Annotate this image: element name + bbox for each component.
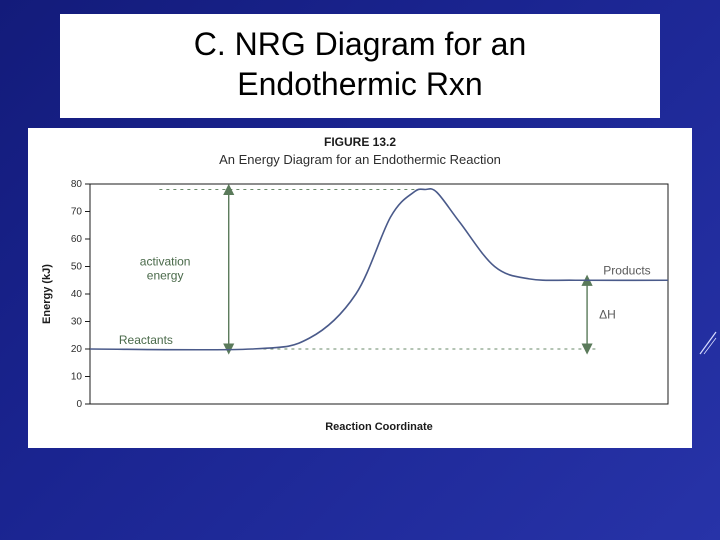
y-tick-label: 40 bbox=[71, 289, 83, 300]
x-axis-label: Reaction Coordinate bbox=[325, 421, 433, 433]
y-tick-label: 60 bbox=[71, 234, 83, 245]
slide-root: C. NRG Diagram for an Endothermic Rxn FI… bbox=[0, 0, 720, 540]
y-tick-label: 50 bbox=[71, 262, 83, 273]
activation-energy-label: energy bbox=[147, 268, 184, 282]
chart-wrap: FIGURE 13.2 An Energy Diagram for an Endo… bbox=[34, 132, 686, 442]
y-tick-label: 20 bbox=[71, 344, 83, 355]
y-tick-label: 0 bbox=[76, 399, 82, 410]
figure-panel: FIGURE 13.2 An Energy Diagram for an Endo… bbox=[28, 128, 692, 448]
decorative-stroke bbox=[698, 330, 718, 356]
y-tick-label: 30 bbox=[71, 317, 83, 328]
title-line-2: Endothermic Rxn bbox=[237, 66, 482, 102]
delta-h-label: ΔH bbox=[599, 308, 616, 322]
plot-border bbox=[90, 184, 668, 404]
energy-diagram-chart: FIGURE 13.2 An Energy Diagram for an Endo… bbox=[34, 132, 686, 442]
figure-number: FIGURE 13.2 bbox=[324, 135, 396, 149]
y-tick-label: 10 bbox=[71, 372, 83, 383]
title-line-1: C. NRG Diagram for an bbox=[194, 26, 527, 62]
y-tick-label: 80 bbox=[71, 179, 83, 190]
activation-energy-label: activation bbox=[140, 254, 191, 268]
y-tick-label: 70 bbox=[71, 207, 83, 218]
products-label: Products bbox=[603, 263, 650, 277]
y-axis-label: Energy (kJ) bbox=[41, 264, 53, 324]
slide-title-block: C. NRG Diagram for an Endothermic Rxn bbox=[60, 14, 660, 118]
slide-title: C. NRG Diagram for an Endothermic Rxn bbox=[80, 24, 640, 104]
figure-caption: An Energy Diagram for an Endothermic Rea… bbox=[219, 152, 501, 167]
reactants-label: Reactants bbox=[119, 333, 173, 347]
